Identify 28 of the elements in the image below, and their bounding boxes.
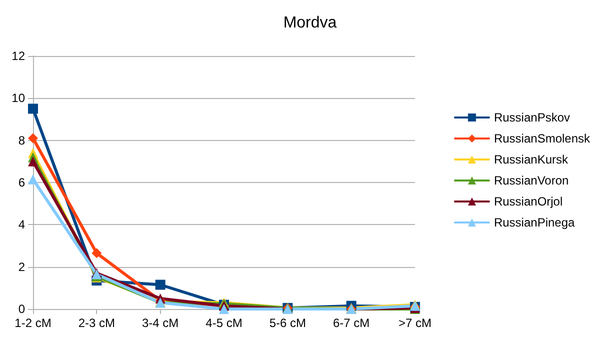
x-tick-label: 2-3 cM — [78, 316, 116, 330]
legend-label: RussianKursk — [494, 152, 569, 166]
chart-title: Mordva — [283, 14, 337, 32]
y-tick-label: 12 — [12, 49, 26, 63]
x-tick-label: 6-7 cM — [332, 316, 370, 330]
point — [28, 104, 38, 114]
legend-label: RussianPinega — [494, 216, 576, 230]
point — [219, 304, 229, 314]
point — [28, 174, 38, 184]
x-tick-label: 4-5 cM — [206, 316, 242, 330]
point — [28, 156, 38, 166]
y-tick-label: 6 — [18, 176, 26, 190]
x-tick-label: 3-4 cM — [142, 316, 179, 330]
point — [92, 248, 102, 258]
legend-label: RussianSmolensk — [494, 132, 591, 146]
legend-label: RussianVoron — [494, 174, 569, 188]
y-tick-label: 10 — [12, 91, 26, 106]
point — [28, 133, 38, 144]
legend-label: RussianPskov — [494, 110, 570, 124]
y-tick-label: 4 — [18, 218, 26, 232]
y-tick-label: 2 — [18, 260, 26, 274]
y-tick-label: 8 — [18, 133, 26, 148]
x-tick-label: 1-2 cM — [14, 316, 52, 330]
x-tick-label: 5-6 cM — [269, 316, 306, 330]
point — [155, 280, 166, 290]
legend-label: RussianOrjol — [494, 194, 563, 208]
y-tick-label: 0 — [18, 302, 26, 316]
x-tick-label: >7 cM — [398, 316, 432, 330]
